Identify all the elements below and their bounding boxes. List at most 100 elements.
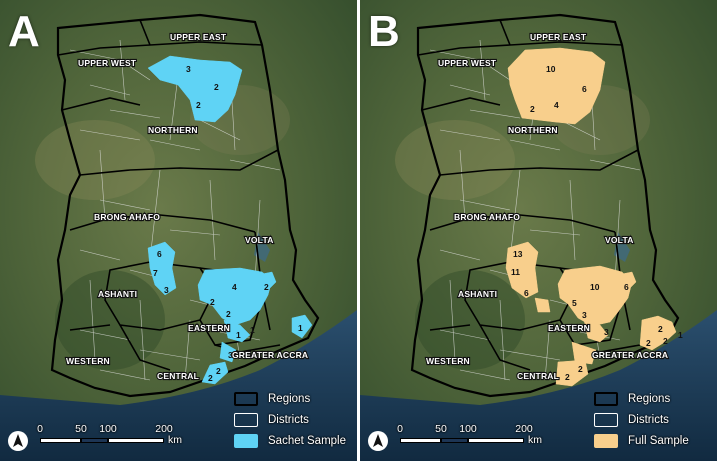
- region-label-greater-accra: GREATER ACCRA: [232, 350, 308, 360]
- count-label: 3: [164, 285, 169, 295]
- count-label: 3: [582, 310, 587, 320]
- count-label: 2: [226, 309, 231, 319]
- ocean: [0, 310, 357, 461]
- region-label-brong-ahafo: BRONG AHAFO: [94, 212, 160, 222]
- count-label: 2: [530, 104, 535, 114]
- scale-unit: km: [168, 434, 182, 446]
- legend-swatch: [594, 433, 618, 448]
- scale-unit: km: [528, 434, 542, 446]
- ocean: [360, 310, 717, 461]
- count-label: 2: [565, 372, 570, 382]
- scale-tick: 200: [515, 423, 533, 435]
- count-label: 1: [250, 325, 255, 335]
- map-panel-b: UPPER EAST UPPER WEST NORTHERN BRONG AHA…: [360, 0, 717, 461]
- legend-label: Districts: [268, 413, 309, 426]
- count-label: 3: [186, 64, 191, 74]
- scale-segment: [441, 438, 468, 443]
- count-label: 10: [590, 282, 600, 292]
- legend-item-districts: Districts: [234, 409, 349, 430]
- region-label-brong-ahafo: BRONG AHAFO: [454, 212, 520, 222]
- count-label: 3: [604, 327, 609, 337]
- terrain-patch: [35, 120, 155, 200]
- count-label: 2: [658, 324, 663, 334]
- legend-item-regions: Regions: [234, 388, 349, 409]
- sample-districts: [505, 47, 677, 387]
- count-label: 6: [624, 282, 629, 292]
- count-label: 5: [572, 298, 577, 308]
- count-label: 13: [513, 249, 523, 259]
- scale-segment: [108, 438, 164, 443]
- scale-tick: 200: [155, 423, 173, 435]
- region-label-volta: VOLTA: [605, 235, 634, 245]
- legend-label: Regions: [268, 392, 311, 405]
- terrain-patch: [55, 270, 165, 370]
- region-label-upper-east: UPPER EAST: [170, 32, 227, 42]
- terrain-patch: [395, 120, 515, 200]
- count-label: 2: [646, 338, 651, 348]
- count-label: 2: [214, 82, 219, 92]
- legend-swatch: [234, 433, 258, 448]
- scale-segment: [400, 438, 441, 443]
- north-arrow-icon: [368, 431, 388, 451]
- count-label: 3: [228, 350, 233, 360]
- north-arrow-icon: [8, 431, 28, 451]
- scale-tick: 100: [99, 423, 117, 435]
- legend-label: Districts: [628, 413, 669, 426]
- map-b: UPPER EAST UPPER WEST NORTHERN BRONG AHA…: [360, 0, 717, 461]
- region-label-eastern: EASTERN: [188, 323, 230, 333]
- count-label: 2: [210, 297, 215, 307]
- legend-swatch: [594, 391, 618, 406]
- region-label-central: CENTRAL: [517, 371, 559, 381]
- count-label: 10: [546, 64, 556, 74]
- scale-tick: 100: [459, 423, 477, 435]
- legend-item-regions: Regions: [594, 388, 709, 409]
- panel-letter: A: [8, 7, 40, 56]
- scale-tick: 50: [435, 423, 447, 435]
- region-label-eastern: EASTERN: [548, 323, 590, 333]
- legend-label: Full Sample: [628, 434, 689, 447]
- legend: Regions Districts Sachet Sample: [234, 388, 349, 451]
- count-label: 4: [232, 282, 237, 292]
- region-labels: UPPER EAST UPPER WEST NORTHERN BRONG AHA…: [425, 31, 669, 382]
- scale-bar: 0 50 100 200 km: [36, 423, 216, 449]
- count-label: 1: [678, 330, 683, 340]
- legend-swatch: [234, 391, 258, 406]
- region-label-upper-west: UPPER WEST: [78, 58, 137, 68]
- count-label: 2: [578, 364, 583, 374]
- region-label-western: WESTERN: [426, 356, 470, 366]
- legend-label: Sachet Sample: [268, 434, 346, 447]
- legend-item-sample: Sachet Sample: [234, 430, 349, 451]
- count-label: 2: [216, 366, 221, 376]
- district-counts: 10 6 2 4 13 11 6 10 6 5 3 3 2 2 2 2 2 1: [511, 64, 683, 382]
- count-label: 1: [236, 330, 241, 340]
- region-label-ashanti: ASHANTI: [98, 289, 137, 299]
- legend: Regions Districts Full Sample: [594, 388, 709, 451]
- scale-segment: [468, 438, 524, 443]
- map-a: UPPER EAST UPPER WEST NORTHERN BRONG AHA…: [0, 0, 357, 461]
- scale-tick: 0: [397, 423, 403, 435]
- legend-label: Regions: [628, 392, 671, 405]
- scale-segment: [81, 438, 108, 443]
- region-label-western: WESTERN: [66, 356, 110, 366]
- count-label: 2: [663, 336, 668, 346]
- terrain-patch: [415, 270, 525, 370]
- scale-segment: [40, 438, 81, 443]
- region-labels: UPPER EAST UPPER WEST NORTHERN BRONG AHA…: [65, 31, 309, 382]
- count-label: 1: [298, 323, 303, 333]
- scale-tick: 0: [37, 423, 43, 435]
- count-label: 6: [524, 288, 529, 298]
- count-label: 7: [153, 268, 158, 278]
- region-label-volta: VOLTA: [245, 235, 274, 245]
- count-label: 4: [554, 100, 559, 110]
- count-label: 2: [196, 100, 201, 110]
- region-label-northern: NORTHERN: [508, 125, 558, 135]
- count-label: 6: [157, 249, 162, 259]
- district-counts: 3 2 2 6 7 3 4 2 2 2 1 1 1 3 2 2: [153, 64, 303, 383]
- region-label-upper-east: UPPER EAST: [530, 32, 587, 42]
- legend-item-sample: Full Sample: [594, 430, 709, 451]
- region-label-upper-west: UPPER WEST: [438, 58, 497, 68]
- count-label: 6: [582, 84, 587, 94]
- count-label: 2: [264, 282, 269, 292]
- region-label-central: CENTRAL: [157, 371, 199, 381]
